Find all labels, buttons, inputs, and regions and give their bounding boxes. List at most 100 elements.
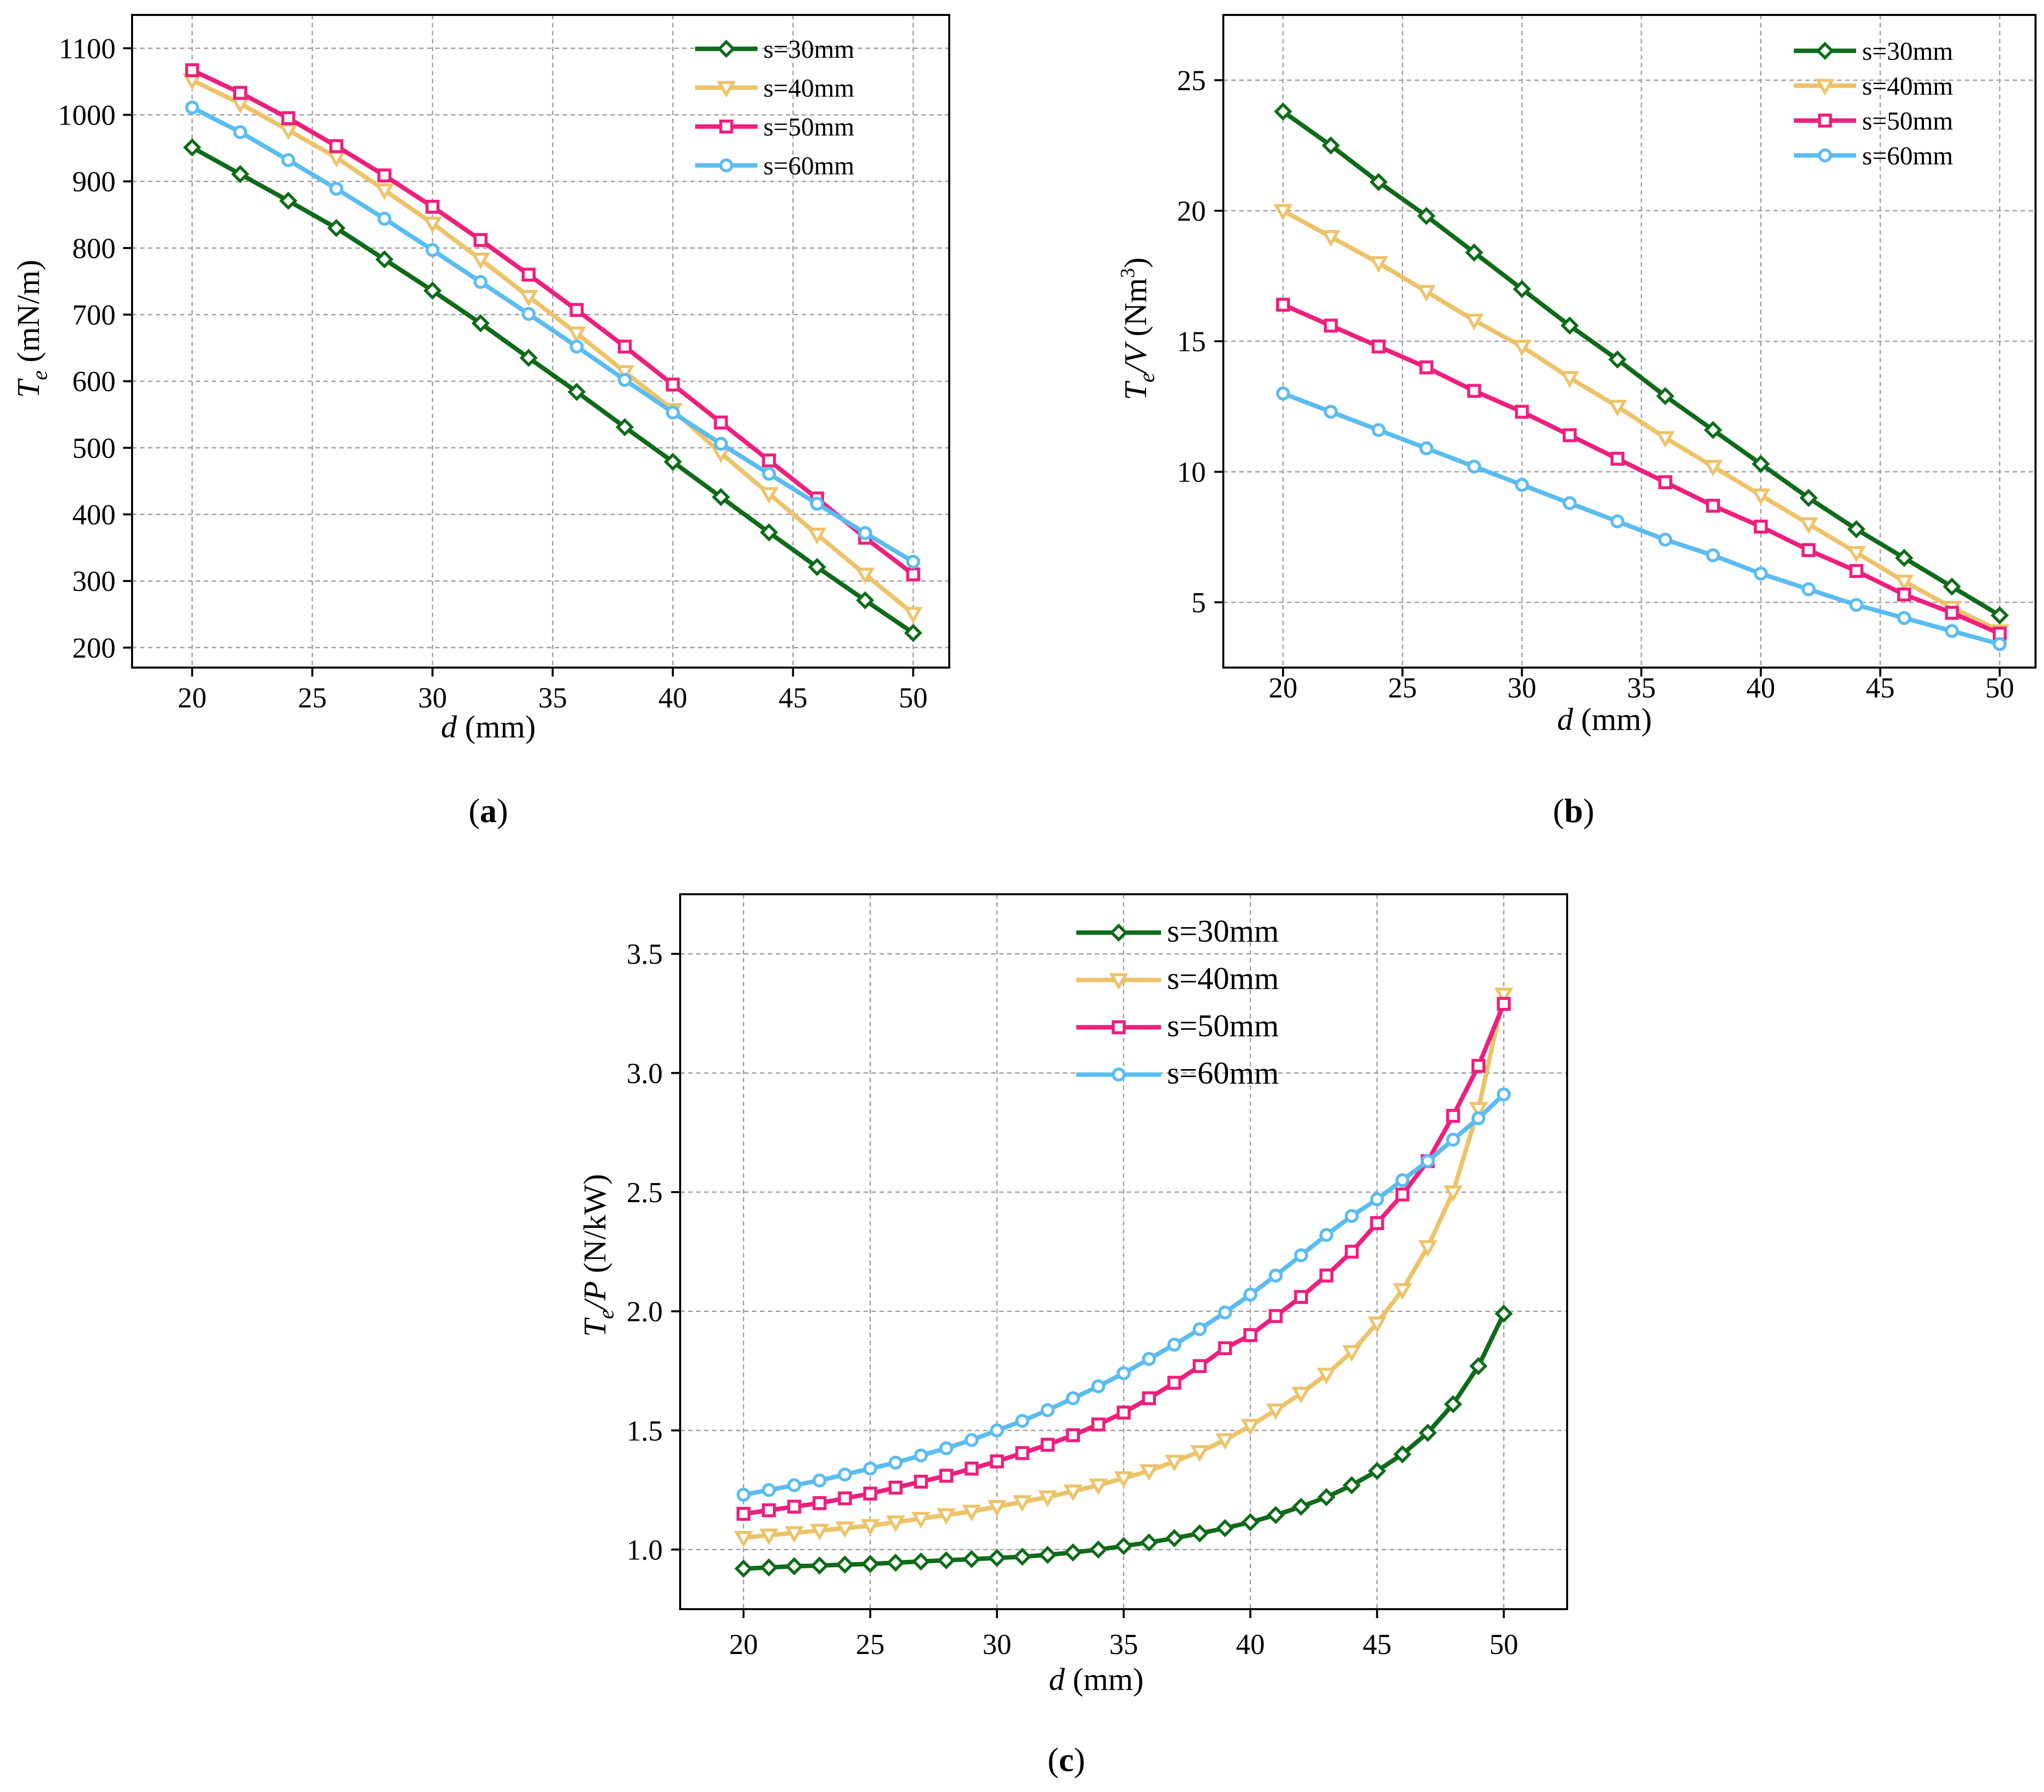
data-point — [1317, 1488, 1336, 1507]
y-tick-label: 300 — [72, 565, 116, 597]
x-tick-label: 45 — [778, 682, 807, 714]
data-point — [1117, 1366, 1131, 1380]
data-point — [1990, 606, 2009, 625]
chart-panel-c: 20 25 30 35 40 45 501.01.52.02.53.03.5s=30mms=… — [577, 893, 1568, 1779]
data-point — [1753, 566, 1768, 581]
data-point — [936, 1508, 956, 1525]
data-point — [1993, 637, 2007, 651]
series-line — [191, 145, 915, 635]
y-axis-label: Te (mN/m) — [10, 260, 52, 398]
data-point — [888, 1481, 903, 1495]
y-tick-label: 3.0 — [627, 1057, 663, 1090]
data-point — [838, 1491, 852, 1506]
data-point — [1496, 1087, 1511, 1102]
data-point — [1241, 1419, 1260, 1436]
data-point — [964, 1433, 979, 1447]
data-point — [1703, 460, 1723, 477]
data-point — [964, 1461, 979, 1476]
data-point — [567, 326, 586, 344]
legend-label: s=40mm — [1862, 72, 1953, 101]
data-point — [279, 191, 297, 210]
legend-marker — [719, 120, 733, 134]
data-point — [1167, 1338, 1181, 1352]
data-point — [863, 1461, 877, 1476]
series-s=50mm — [1276, 297, 2007, 641]
data-point — [1276, 386, 1290, 401]
data-point — [1013, 1495, 1032, 1512]
data-point — [1563, 428, 1577, 442]
x-tick-label: 45 — [1363, 1628, 1392, 1660]
data-point — [906, 554, 920, 569]
y-tick-label: 20 — [1177, 195, 1206, 227]
x-tick-label: 40 — [1747, 672, 1775, 704]
data-point — [1276, 297, 1290, 312]
data-point — [329, 139, 343, 153]
legend-marker — [717, 39, 735, 58]
data-point — [1013, 1547, 1031, 1566]
data-point — [1752, 455, 1770, 473]
data-point — [1945, 624, 1959, 638]
x-tick-label: 30 — [983, 1628, 1012, 1660]
legend-label: s=50mm — [1862, 107, 1953, 136]
data-point — [886, 1553, 905, 1572]
y-tick-label: 900 — [72, 165, 116, 198]
data-point — [185, 100, 199, 115]
data-point — [471, 314, 490, 333]
data-point — [1515, 478, 1529, 492]
data-point — [736, 1488, 751, 1502]
data-point — [1063, 1484, 1083, 1502]
data-point — [1367, 1316, 1387, 1334]
data-point — [1417, 284, 1436, 302]
data-point — [784, 1526, 804, 1543]
data-point — [904, 624, 922, 642]
legend-marker — [1109, 923, 1128, 942]
x-tick-label: 40 — [658, 682, 687, 714]
data-point — [1140, 1533, 1159, 1552]
data-point — [1849, 598, 1864, 612]
data-point — [838, 1467, 852, 1482]
x-axis-label: d (mm) — [1049, 1661, 1144, 1697]
data-point — [1190, 1524, 1209, 1543]
data-point — [281, 111, 295, 126]
data-point — [1088, 1478, 1108, 1496]
data-point — [1706, 548, 1720, 562]
data-point — [1167, 1376, 1181, 1390]
legend-label: s=30mm — [1167, 913, 1279, 949]
legend-label: s=30mm — [763, 35, 854, 64]
x-tick-label: 25 — [1388, 672, 1417, 704]
data-point — [808, 557, 826, 576]
data-point — [785, 1557, 804, 1576]
data-point — [1040, 1437, 1055, 1452]
data-point — [1655, 431, 1675, 448]
data-point — [568, 383, 586, 401]
data-point — [1371, 423, 1386, 437]
data-point — [425, 243, 439, 257]
data-point — [1323, 318, 1338, 333]
data-point — [1513, 279, 1531, 298]
data-point — [911, 1512, 931, 1529]
data-point — [911, 1552, 930, 1571]
series-s=30mm — [183, 138, 922, 642]
data-point — [1040, 1403, 1055, 1417]
x-tick-label: 20 — [1269, 672, 1298, 704]
data-point — [1371, 339, 1386, 354]
data-point — [759, 1558, 778, 1577]
data-point — [1515, 405, 1529, 419]
x-axis-label: d (mm) — [1557, 701, 1652, 737]
data-point — [281, 153, 295, 167]
y-tick-label: 5 — [1191, 586, 1206, 619]
y-tick-label: 500 — [72, 432, 116, 464]
data-point — [471, 253, 490, 270]
y-tick-label: 400 — [72, 499, 116, 531]
data-point — [835, 1521, 855, 1538]
data-point — [1243, 1287, 1258, 1302]
y-tick-label: 1.5 — [627, 1414, 663, 1447]
series-s=30mm — [1274, 102, 2009, 625]
data-point — [759, 523, 778, 542]
data-point — [856, 567, 875, 584]
panel-caption: (a) — [468, 792, 508, 829]
series-line — [191, 68, 915, 576]
data-point — [1344, 1244, 1359, 1259]
data-point — [1496, 997, 1511, 1011]
data-point — [863, 1487, 877, 1501]
